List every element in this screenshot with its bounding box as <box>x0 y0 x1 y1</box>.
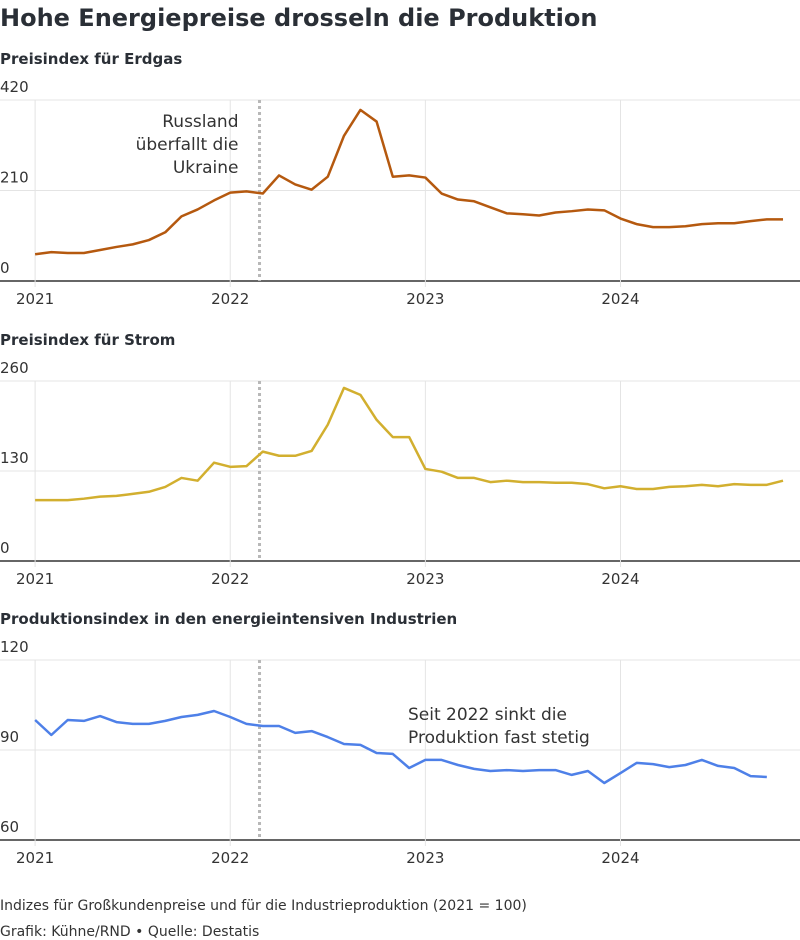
x-tick-label: 2024 <box>601 570 639 588</box>
panel-subtitle: Preisindex für Strom <box>0 331 175 349</box>
x-tick-label: 2021 <box>16 290 54 308</box>
data-line <box>35 386 784 502</box>
page-title: Hohe Energiepreise drosseln die Produkti… <box>0 4 597 32</box>
x-tick-label: 2024 <box>601 290 639 308</box>
y-tick-label: 0 <box>0 539 10 557</box>
event-label: überfallt die <box>136 135 239 155</box>
annotation: Produktion fast stetig <box>408 728 590 748</box>
panel-subtitle: Produktionsindex in den energieintensive… <box>0 610 457 628</box>
note: Indizes für Großkundenpreise und für die… <box>0 898 527 914</box>
event-label: Russland <box>162 112 238 132</box>
x-tick-label: 2022 <box>211 849 249 867</box>
x-tick-label: 2023 <box>406 290 444 308</box>
x-tick-label: 2024 <box>601 849 639 867</box>
x-tick-label: 2023 <box>406 849 444 867</box>
event-label: Ukraine <box>173 158 239 178</box>
y-tick-label: 90 <box>0 728 19 746</box>
y-tick-label: 130 <box>0 449 29 467</box>
x-tick-label: 2023 <box>406 570 444 588</box>
annotation: Seit 2022 sinkt die <box>408 705 567 725</box>
y-tick-label: 420 <box>0 78 29 96</box>
y-tick-label: 0 <box>0 259 10 277</box>
y-tick-label: 60 <box>0 818 19 836</box>
y-tick-label: 210 <box>0 169 29 187</box>
panel-subtitle: Preisindex für Erdgas <box>0 50 182 68</box>
x-tick-label: 2021 <box>16 849 54 867</box>
x-tick-label: 2022 <box>211 570 249 588</box>
x-tick-label: 2021 <box>16 570 54 588</box>
data-line <box>34 108 784 256</box>
y-tick-label: 260 <box>0 359 29 377</box>
x-tick-label: 2022 <box>211 290 249 308</box>
credit: Grafik: Kühne/RND • Quelle: Destatis <box>0 924 259 940</box>
y-tick-label: 120 <box>0 638 29 656</box>
data-line <box>34 709 767 785</box>
